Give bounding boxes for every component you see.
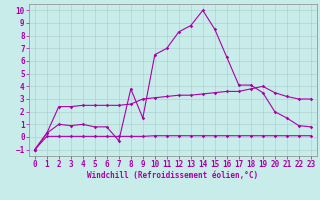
X-axis label: Windchill (Refroidissement éolien,°C): Windchill (Refroidissement éolien,°C) [87,171,258,180]
